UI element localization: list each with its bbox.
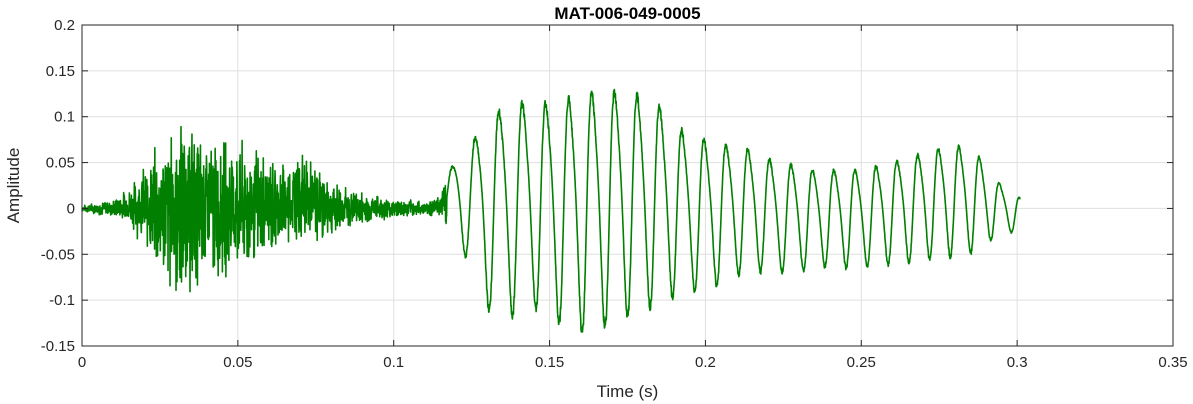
signal-line — [81, 88, 1021, 333]
y-tick-label: -0.05 — [41, 246, 75, 263]
y-tick-label: 0 — [67, 200, 75, 217]
x-tick-label: 0.1 — [383, 354, 404, 371]
x-tick-label: 0 — [78, 354, 86, 371]
x-tick-label: 0.25 — [847, 354, 876, 371]
signal-waveform — [81, 88, 1021, 333]
grid-lines — [82, 25, 1173, 346]
y-tick-label: 0.1 — [54, 109, 75, 126]
chart-title: MAT-006-049-0005 — [554, 4, 700, 23]
x-tick-label: 0.35 — [1158, 354, 1187, 371]
y-tick-label: 0.15 — [46, 63, 75, 80]
y-tick-label: 0.05 — [46, 155, 75, 172]
y-tick-label: 0.2 — [54, 17, 75, 34]
y-axis-ticks: -0.15 -0.1 -0.05 0 0.05 0.1 0.15 0.2 — [41, 17, 1173, 355]
y-axis-label: Amplitude — [4, 148, 23, 224]
x-tick-label: 0.3 — [1007, 354, 1028, 371]
x-tick-label: 0.2 — [695, 354, 716, 371]
x-tick-label: 0.15 — [535, 354, 564, 371]
x-axis-ticks: 0 0.05 0.1 0.15 0.2 0.25 0.3 0.35 — [78, 25, 1188, 371]
y-tick-label: -0.15 — [41, 338, 75, 355]
plot-frame — [81, 24, 1174, 347]
x-tick-label: 0.05 — [223, 354, 252, 371]
x-axis-label: Time (s) — [597, 382, 659, 401]
y-tick-label: -0.1 — [49, 292, 75, 309]
